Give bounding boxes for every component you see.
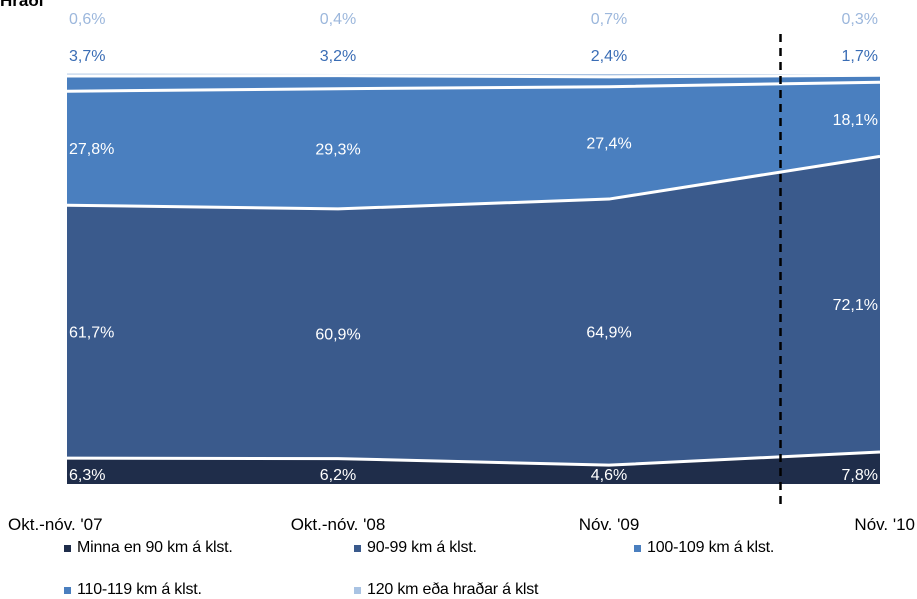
legend-label: 100-109 km á klst. bbox=[647, 539, 775, 556]
data-label: 61,7% bbox=[69, 324, 114, 341]
data-label: 0,6% bbox=[69, 11, 105, 28]
legend-swatch bbox=[354, 586, 361, 594]
data-label: 7,8% bbox=[842, 467, 878, 484]
legend-label: Minna en 90 km á klst. bbox=[77, 539, 233, 556]
legend-swatch bbox=[64, 544, 71, 552]
legend-swatch bbox=[354, 544, 361, 552]
band-separator-3 bbox=[66, 80, 881, 93]
data-label: 0,3% bbox=[842, 11, 878, 28]
data-label: 3,2% bbox=[320, 48, 356, 65]
data-label: 0,4% bbox=[320, 11, 356, 28]
legend-item: 110-119 km á klst. bbox=[64, 581, 202, 599]
legend-item: Minna en 90 km á klst. bbox=[64, 539, 233, 557]
chart-title-fragment: Hraði bbox=[0, 0, 44, 10]
x-tick-label: Nóv. '09 bbox=[579, 515, 640, 534]
stacked-area-chart: 6,3% 6,2% 4,6% 7,8% 61,7% 60,9% 64,9% 72,1% 27,8… bbox=[8, 11, 915, 534]
area-3 bbox=[67, 82, 880, 209]
legend-swatch bbox=[634, 544, 641, 552]
legend-label: 110-119 km á klst. bbox=[77, 581, 202, 598]
band-separator-4 bbox=[66, 73, 881, 79]
band-separator-2 bbox=[66, 154, 881, 211]
legend-item: 90-99 km á klst. bbox=[354, 539, 477, 557]
legend-label: 120 km eða hraðar á klst bbox=[367, 581, 539, 598]
data-label: 6,3% bbox=[69, 467, 105, 484]
data-label: 2,4% bbox=[591, 48, 627, 65]
legend-swatch bbox=[64, 586, 71, 594]
legend-item: 120 km eða hraðar á klst bbox=[354, 581, 538, 599]
area-1 bbox=[67, 452, 880, 484]
data-label: 3,7% bbox=[69, 48, 105, 65]
data-label: 72,1% bbox=[833, 297, 878, 314]
area-4 bbox=[67, 75, 880, 92]
area-2 bbox=[67, 156, 880, 466]
data-label: 1,7% bbox=[842, 48, 878, 65]
data-label: 27,8% bbox=[69, 141, 114, 158]
data-label: 27,4% bbox=[586, 135, 631, 152]
data-label: 4,6% bbox=[591, 467, 627, 484]
data-label: 18,1% bbox=[833, 112, 878, 129]
band-separator-1 bbox=[66, 450, 881, 467]
data-label: 60,9% bbox=[315, 326, 360, 343]
data-label: 6,2% bbox=[320, 467, 356, 484]
x-tick-label: Okt.-nóv. '07 bbox=[8, 515, 103, 534]
legend-label: 90-99 km á klst. bbox=[367, 539, 477, 556]
data-label: 0,7% bbox=[591, 11, 627, 28]
data-label: 64,9% bbox=[586, 325, 631, 342]
data-label: 29,3% bbox=[315, 141, 360, 158]
legend-item: 100-109 km á klst. bbox=[634, 539, 774, 557]
x-tick-label: Nóv. '10 bbox=[854, 515, 915, 534]
x-tick-label: Okt.-nóv. '08 bbox=[291, 515, 386, 534]
